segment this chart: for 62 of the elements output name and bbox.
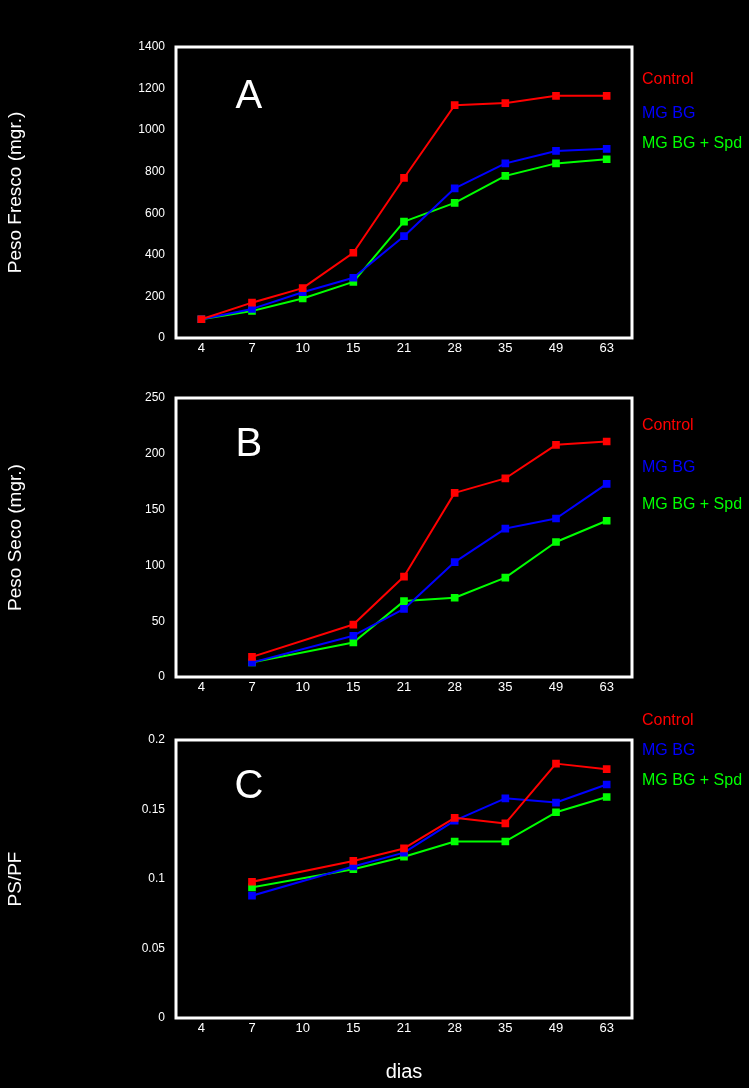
x-tick-label: 63 [599, 340, 614, 356]
y-axis-title: Peso Fresco (mgr.) [3, 111, 25, 274]
x-tick-label: 10 [295, 1020, 310, 1036]
y-tick-label: 0 [158, 330, 166, 345]
x-tick-label: 15 [346, 679, 361, 695]
x-tick-label: 49 [548, 340, 564, 356]
y-tick-label: 50 [151, 613, 166, 628]
x-tick-label: 28 [447, 340, 462, 356]
x-tick-label: 63 [599, 679, 614, 695]
x-tick-label: 21 [396, 1020, 412, 1036]
x-tick-label: 4 [197, 340, 205, 356]
annotation: C [234, 762, 264, 807]
y-tick-label: 400 [144, 247, 166, 262]
text: MG BG [642, 458, 696, 476]
y-tick-label: 250 [144, 390, 166, 405]
y-axis-title: Peso Seco (mgr.) [3, 464, 25, 611]
x-tick-label: 28 [447, 679, 462, 695]
y-tick-label: 1400 [138, 39, 166, 54]
y-tick-label: 200 [144, 446, 166, 461]
x-tick-label: 15 [346, 1020, 361, 1036]
x-tick-label: 49 [548, 1020, 564, 1036]
y-tick-label: 0 [158, 1010, 166, 1025]
text: Control [642, 415, 694, 433]
x-tick-label: 4 [197, 679, 205, 695]
text: MG BG + Spd [642, 133, 743, 151]
x-axis-title: dias [385, 1059, 423, 1082]
y-tick-label: 100 [144, 557, 166, 572]
text: Control [642, 70, 694, 88]
y-tick-label: 0.15 [141, 801, 166, 816]
y-tick-label: 0.1 [148, 871, 166, 886]
y-tick-label: 1000 [138, 122, 166, 137]
x-tick-label: 21 [396, 340, 412, 356]
x-tick-label: 35 [498, 1020, 513, 1036]
y-tick-label: 0.05 [141, 940, 166, 955]
y-tick-label: 150 [144, 501, 166, 516]
x-tick-label: 10 [295, 679, 310, 695]
y-tick-label: 1200 [138, 80, 166, 95]
text: MG BG + Spd [642, 771, 743, 789]
annotation: A [235, 71, 263, 116]
x-tick-label: 28 [447, 1020, 462, 1036]
y-tick-label: 0 [158, 669, 166, 684]
x-tick-label: 4 [197, 1020, 205, 1036]
x-tick-label: 7 [248, 1020, 256, 1036]
x-tick-label: 49 [548, 679, 564, 695]
x-tick-label: 7 [248, 679, 256, 695]
y-tick-label: 200 [144, 288, 166, 303]
y-axis-title: PS/PF [3, 851, 25, 907]
y-tick-label: 800 [144, 164, 166, 179]
x-tick-label: 7 [248, 340, 256, 356]
x-tick-label: 15 [346, 340, 361, 356]
x-tick-label: 63 [599, 1020, 614, 1036]
annotation: B [235, 420, 263, 465]
x-tick-label: 35 [498, 340, 513, 356]
y-tick-label: 600 [144, 205, 166, 220]
x-tick-label: 35 [498, 679, 513, 695]
x-tick-label: 21 [396, 679, 412, 695]
text: MG BG [642, 741, 696, 759]
text: MG BG + Spd [642, 495, 743, 513]
x-tick-label: 10 [295, 340, 310, 356]
text: Control [642, 711, 694, 729]
y-tick-label: 0.2 [148, 732, 166, 747]
text: MG BG [642, 103, 696, 121]
